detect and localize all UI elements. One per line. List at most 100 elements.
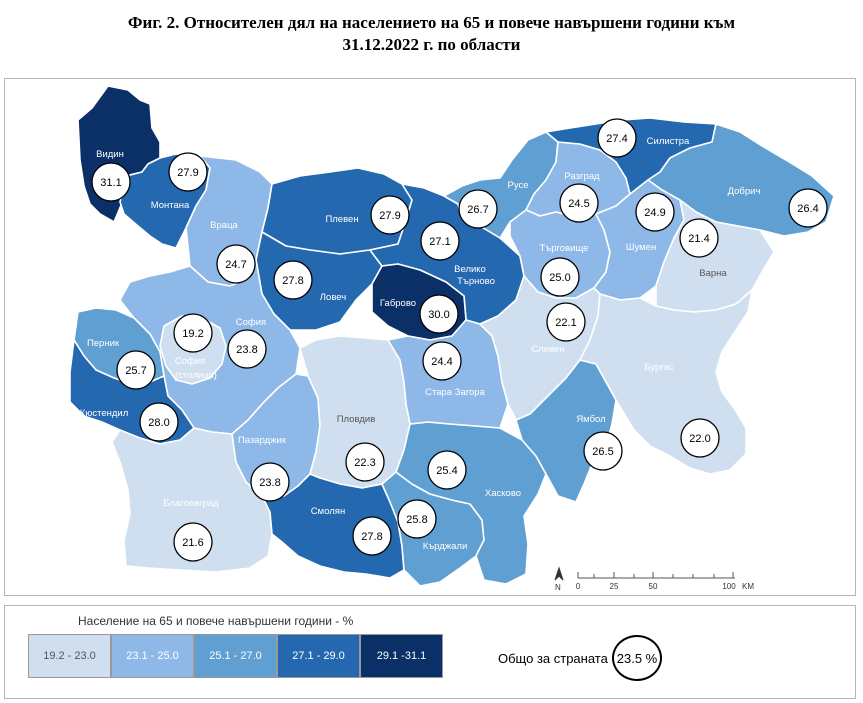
legend-item-2: 23.1 - 25.0	[111, 634, 194, 678]
value-montana: 27.9	[177, 167, 198, 179]
name-gabrovo: Габрово	[380, 298, 416, 309]
value-lovech: 27.8	[282, 275, 303, 287]
value-blagoevgrad: 21.6	[182, 537, 203, 549]
legend-item-1: 19.2 - 23.0	[28, 634, 111, 678]
label-circle-vidin	[91, 162, 131, 202]
figure-title-line2: 31.12.2022 г. по области	[342, 35, 521, 54]
name-pleven: Плевен	[325, 214, 358, 225]
name-stara-zagora: Стара Загора	[425, 387, 485, 398]
value-vratsa: 24.7	[225, 259, 246, 271]
total-value: 23.5 %	[612, 635, 662, 681]
north-label: N	[555, 583, 561, 592]
scale-tick-0: 0	[576, 582, 581, 591]
value-silistra: 27.4	[606, 133, 627, 145]
value-vidin: 31.1	[100, 177, 121, 189]
name-haskovo: Хасково	[485, 488, 521, 499]
value-pleven: 27.9	[379, 210, 400, 222]
name-razgrad: Разград	[564, 171, 600, 182]
label-circle-blagoevgrad	[173, 522, 213, 562]
name-montana: Монтана	[151, 200, 190, 211]
label-circle-smolyan	[352, 516, 392, 556]
value-pernik: 25.7	[125, 365, 146, 377]
name-kyustendil: Кюстендил	[80, 408, 129, 419]
region-blagoevgrad[interactable]	[111, 427, 273, 573]
name-ruse: Русе	[507, 180, 528, 191]
label-circle-stara-zagora	[422, 341, 462, 381]
north-arrow-icon	[554, 566, 564, 581]
label-circle-plovdiv	[345, 442, 385, 482]
value-stara-zagora: 24.4	[431, 356, 452, 368]
name-kardzhali: Кърджали	[423, 541, 468, 552]
name-vratsa: Враца	[210, 220, 238, 231]
name-smolyan: Смолян	[311, 506, 345, 517]
label-circle-gabrovo	[419, 294, 459, 334]
legend-title: Население на 65 и повече навършени годин…	[78, 614, 354, 628]
name-silistra: Силистра	[647, 136, 690, 147]
label-circle-sliven	[546, 302, 586, 342]
value-burgas: 22.0	[689, 433, 710, 445]
label-circle-haskovo	[427, 450, 467, 490]
value-plovdiv: 22.3	[354, 457, 375, 469]
label-circle-targovishte	[540, 257, 580, 297]
value-sofia-oblast: 23.8	[236, 344, 257, 356]
name-dobrich: Добрич	[728, 186, 761, 197]
value-yambol: 26.5	[592, 446, 613, 458]
value-haskovo: 25.4	[436, 465, 457, 477]
label-circle-yambol	[583, 431, 623, 471]
label-circle-varna	[679, 218, 719, 258]
name-targovishte: Търговище	[540, 243, 589, 254]
label-circle-silistra	[597, 118, 637, 158]
name-veliko-tarnovo-1: Велико	[454, 264, 486, 275]
scale-bar	[577, 572, 735, 579]
legend-item-5: 29.1 -31.1	[360, 634, 443, 678]
value-targovishte: 25.0	[549, 272, 570, 284]
name-yambol: Ямбол	[576, 414, 605, 425]
label-circle-kyustendil	[139, 402, 179, 442]
scale-tick-100: 100	[722, 582, 736, 591]
figure-title-line1: Фиг. 2. Относителен дял на населението н…	[127, 13, 736, 32]
label-circle-shumen	[635, 192, 675, 232]
map-frame	[4, 78, 856, 596]
name-pazardzhik: Пазарджик	[238, 435, 287, 446]
label-circle-pleven	[370, 195, 410, 235]
name-sofia-city-1: София	[175, 356, 205, 367]
label-circle-dobrich	[788, 188, 828, 228]
value-shumen: 24.9	[644, 207, 665, 219]
label-circle-razgrad	[559, 183, 599, 223]
name-vidin: Видин	[96, 149, 124, 160]
label-circle-pazardzhik	[250, 462, 290, 502]
value-smolyan: 27.8	[361, 531, 382, 543]
name-lovech: Ловеч	[320, 292, 346, 303]
label-circle-pernik	[116, 350, 156, 390]
name-plovdiv: Пловдив	[337, 414, 376, 425]
name-pernik: Перник	[87, 338, 120, 349]
value-kyustendil: 28.0	[148, 417, 169, 429]
name-varna: Варна	[699, 268, 727, 279]
value-dobrich: 26.4	[797, 203, 818, 215]
label-circle-vratsa	[216, 244, 256, 284]
name-veliko-tarnovo-2: Търново	[457, 276, 495, 287]
value-pazardzhik: 23.8	[259, 477, 280, 489]
label-circle-burgas	[680, 418, 720, 458]
value-sofia-city: 19.2	[182, 328, 203, 340]
name-blagoevgrad: Благоевград	[163, 498, 219, 509]
value-kardzhali: 25.8	[406, 514, 427, 526]
label-circle-lovech	[273, 260, 313, 300]
value-gabrovo: 30.0	[428, 309, 449, 321]
value-razgrad: 24.5	[568, 198, 589, 210]
value-varna: 21.4	[688, 233, 709, 245]
name-shumen: Шумен	[626, 242, 656, 253]
figure-title: Фиг. 2. Относителен дял на населението н…	[0, 12, 863, 56]
legend-frame	[4, 605, 856, 699]
name-sofia-city-2: (столица)	[175, 370, 217, 381]
label-circle-sofia-city	[173, 313, 213, 353]
total-label: Общо за страната	[498, 651, 608, 666]
name-sofia-oblast: София	[236, 317, 266, 328]
value-sliven: 22.1	[555, 317, 576, 329]
label-circle-veliko-tarnovo	[420, 221, 460, 261]
value-veliko-tarnovo: 27.1	[429, 236, 450, 248]
scale-tick-50: 50	[649, 582, 658, 591]
label-circle-ruse	[458, 189, 498, 229]
legend-item-4: 27.1 - 29.0	[277, 634, 360, 678]
